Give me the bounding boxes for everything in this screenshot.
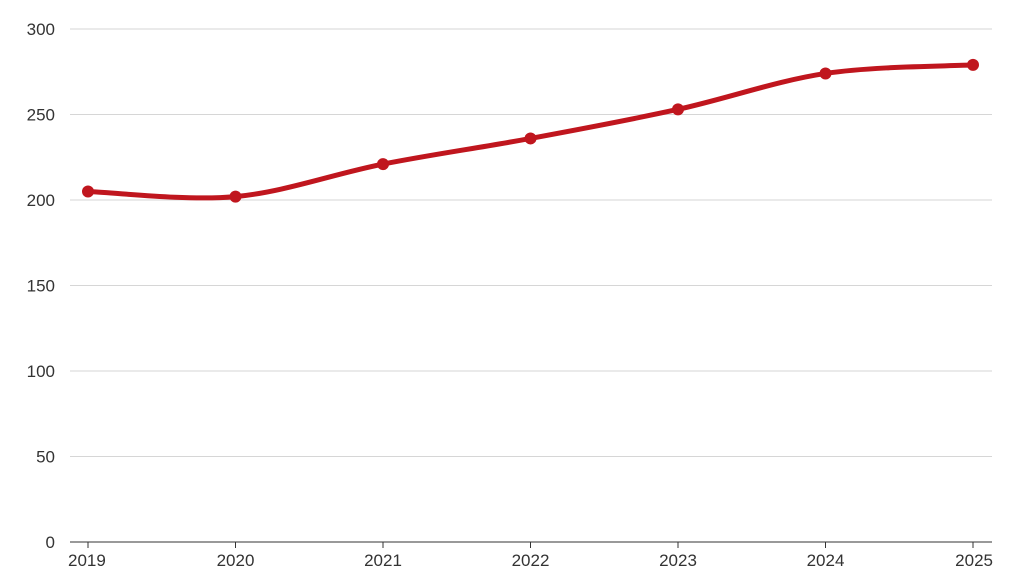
- x-tick-label: 2019: [68, 551, 106, 570]
- y-tick-label: 50: [36, 448, 55, 467]
- data-point-2023: [672, 103, 684, 116]
- series-line: [85, 62, 976, 201]
- x-tick-label: 2021: [364, 551, 402, 570]
- tick-labels: 0 50 100 150 200 250 300 2019 2020 2021 2022 2023 20…: [27, 20, 993, 570]
- x-tick-label: 2023: [659, 551, 697, 570]
- series: [82, 58, 979, 203]
- data-point-2022: [524, 132, 537, 145]
- data-point-2021: [377, 158, 389, 171]
- data-point-2024: [819, 67, 832, 80]
- data-point-2025: [967, 58, 979, 71]
- y-tick-label: 250: [27, 106, 55, 125]
- x-tick-label: 2025: [955, 551, 993, 570]
- y-tick-label: 0: [46, 533, 55, 552]
- y-tick-label: 150: [27, 277, 55, 296]
- gridlines: [70, 28, 992, 457]
- y-tick-label: 200: [27, 191, 55, 210]
- y-tick-label: 100: [27, 362, 55, 381]
- x-tick-label: 2020: [217, 551, 255, 570]
- y-tick-label: 300: [27, 20, 55, 39]
- x-tick-label: 2022: [512, 551, 550, 570]
- x-tick-label: 2024: [807, 551, 845, 570]
- data-point-2020: [229, 190, 242, 203]
- data-point-2019: [82, 185, 94, 198]
- axes: [70, 541, 992, 548]
